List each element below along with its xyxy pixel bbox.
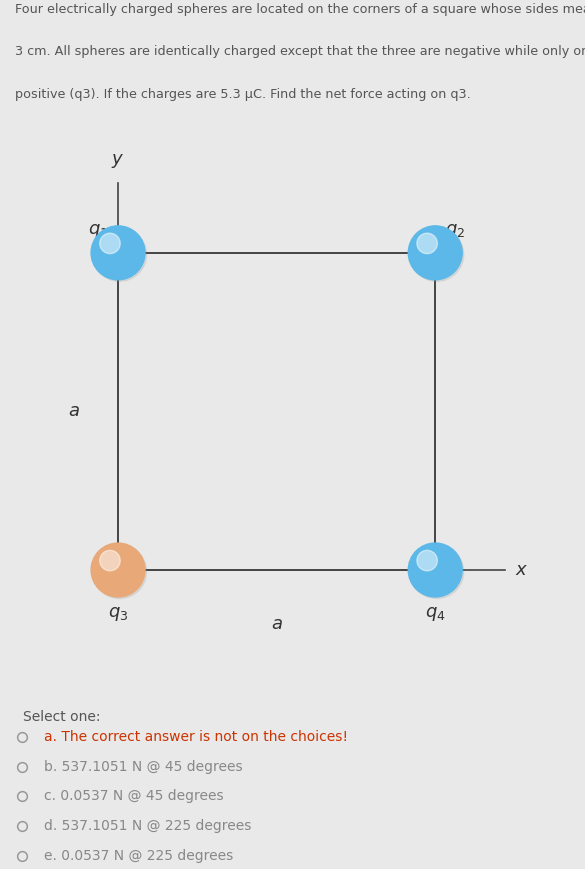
- Text: Select one:: Select one:: [23, 711, 101, 725]
- Text: $q_4$: $q_4$: [425, 605, 446, 623]
- Text: Four electrically charged spheres are located on the corners of a square whose s: Four electrically charged spheres are lo…: [15, 3, 585, 16]
- Text: c. 0.0537 N @ 45 degrees: c. 0.0537 N @ 45 degrees: [44, 789, 223, 803]
- Circle shape: [91, 543, 145, 597]
- Text: $q_2$: $q_2$: [445, 222, 465, 240]
- Circle shape: [99, 550, 120, 571]
- Circle shape: [408, 543, 462, 597]
- Circle shape: [92, 228, 147, 282]
- Text: $a$: $a$: [271, 615, 283, 633]
- Text: b. 537.1051 N @ 45 degrees: b. 537.1051 N @ 45 degrees: [44, 760, 243, 773]
- Text: e. 0.0537 N @ 225 degrees: e. 0.0537 N @ 225 degrees: [44, 849, 233, 863]
- Circle shape: [408, 226, 462, 280]
- Text: $y$: $y$: [111, 152, 125, 170]
- Text: $x$: $x$: [515, 561, 528, 579]
- Text: $q_3$: $q_3$: [108, 605, 128, 623]
- Text: $a$: $a$: [68, 402, 80, 421]
- Circle shape: [410, 545, 464, 599]
- Circle shape: [417, 550, 438, 571]
- Circle shape: [99, 233, 120, 254]
- Circle shape: [92, 545, 147, 599]
- Text: positive (q3). If the charges are 5.3 μC. Find the net force acting on q3.: positive (q3). If the charges are 5.3 μC…: [15, 88, 470, 101]
- Circle shape: [91, 226, 145, 280]
- Text: $q_1$: $q_1$: [88, 222, 109, 240]
- Text: a. The correct answer is not on the choices!: a. The correct answer is not on the choi…: [44, 730, 348, 744]
- Circle shape: [417, 233, 438, 254]
- Text: 3 cm. All spheres are identically charged except that the three are negative whi: 3 cm. All spheres are identically charge…: [15, 45, 585, 58]
- Text: d. 537.1051 N @ 225 degrees: d. 537.1051 N @ 225 degrees: [44, 819, 251, 833]
- Circle shape: [410, 228, 464, 282]
